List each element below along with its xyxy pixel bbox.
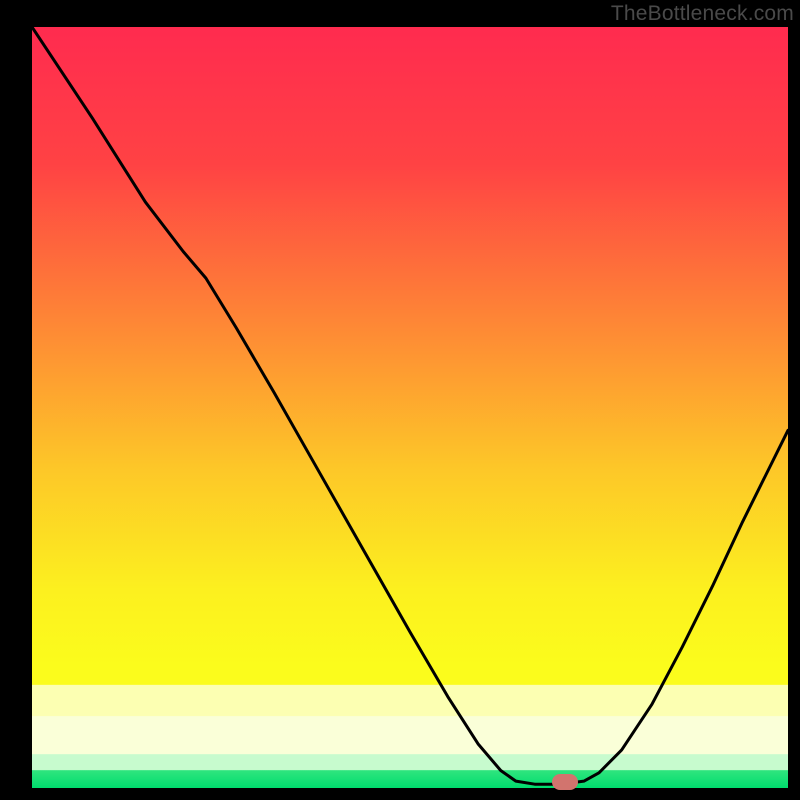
frame-border-left — [0, 0, 32, 800]
frame-border-right — [788, 0, 800, 800]
watermark-text: TheBottleneck.com — [611, 2, 794, 26]
chart-frame: TheBottleneck.com — [0, 0, 800, 800]
frame-border-bottom — [0, 788, 800, 800]
bottleneck-chart — [0, 0, 800, 800]
optimal-indicator-pill — [552, 774, 578, 790]
gradient-background — [32, 27, 788, 788]
